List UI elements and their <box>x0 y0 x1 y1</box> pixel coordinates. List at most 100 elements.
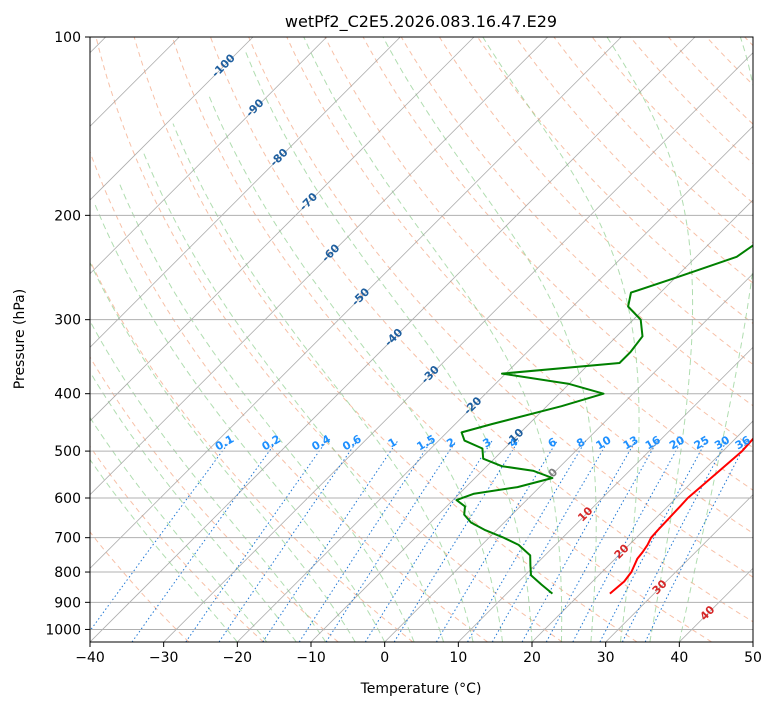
mixing-ratio-line <box>90 440 231 632</box>
dry-adiabat-line <box>668 37 753 125</box>
mixing-ratio-line <box>364 440 493 642</box>
mixing-ratio-line <box>325 440 457 642</box>
isotherm-line <box>90 37 475 422</box>
x-tick-label: 50 <box>744 650 762 666</box>
y-tick-label: 700 <box>54 531 81 547</box>
temperature-profile-line <box>609 437 753 595</box>
mixing-ratio-line <box>131 440 278 642</box>
mixing-ratio-label: 0.6 <box>340 432 364 453</box>
dry-adiabat-line <box>210 37 753 623</box>
mixing-ratio-line <box>621 440 728 642</box>
isotherm-label: -20 <box>461 394 484 417</box>
mixing-ratio-line <box>491 440 609 642</box>
moist-adiabat-line <box>303 37 563 642</box>
dry-adiabat-line <box>400 37 753 407</box>
isotherm-line <box>90 37 327 275</box>
mixing-ratio-label: 0.1 <box>213 432 236 453</box>
isotherm-label: -30 <box>419 363 442 386</box>
mixing-ratio-label: 0.4 <box>310 432 334 453</box>
mixing-ratio-label: 1.5 <box>414 432 437 453</box>
x-tick-label: 40 <box>670 650 688 666</box>
mixing-ratio-line <box>599 440 707 642</box>
dry-adiabat-line <box>95 37 563 642</box>
isotherm-line <box>384 273 753 642</box>
moist-adiabat-line <box>244 49 533 642</box>
isotherm-label: -70 <box>297 190 320 213</box>
y-tick-label: 200 <box>54 208 81 224</box>
dry-adiabat-line <box>90 259 414 642</box>
isotherm-line <box>90 37 254 201</box>
isotherm-label: -40 <box>382 326 405 349</box>
isotherm-line <box>237 125 753 642</box>
background-lines <box>90 37 753 642</box>
mixing-ratio-label: 13 <box>621 433 641 452</box>
x-tick-label: 20 <box>523 650 541 666</box>
mixing-ratio-line <box>435 440 558 642</box>
dry-adiabat-line <box>90 531 190 642</box>
moist-adiabat-line <box>207 94 503 642</box>
pressure-grid <box>90 37 753 630</box>
moist-adiabat-line <box>93 201 386 642</box>
mixing-ratio-line <box>521 440 637 642</box>
mixing-ratio-line <box>393 440 520 642</box>
dry-adiabat-line <box>90 356 339 642</box>
y-tick-label: 400 <box>54 387 81 403</box>
isotherm-label: -90 <box>243 96 266 119</box>
y-tick-label: 600 <box>54 491 81 507</box>
dewpoint-profile-line <box>455 244 753 595</box>
isotherm-line <box>90 37 548 496</box>
moist-adiabat-line <box>90 416 268 642</box>
mixing-ratio-label: 1 <box>386 435 399 450</box>
moist-adiabat-line <box>382 37 597 642</box>
mixing-ratio-label: 2 <box>444 435 457 450</box>
moist-adiabat-line <box>90 320 327 642</box>
mixing-ratio-line <box>185 440 328 642</box>
x-tick-label: −30 <box>149 650 179 666</box>
mixing-ratio-line <box>298 440 432 642</box>
isotherm-label: -50 <box>349 285 372 308</box>
isotherm-label: -10 <box>503 426 526 449</box>
moist-adiabat-line <box>90 370 297 642</box>
mixing-ratio-line <box>644 440 748 642</box>
isotherm-label: -80 <box>267 146 290 169</box>
chart-title: wetPf2_C2E5.2026.083.16.47.E29 <box>285 12 557 32</box>
isotherm-line <box>163 52 753 642</box>
dry-adiabat-line <box>553 37 753 244</box>
isotherm-line <box>90 37 696 642</box>
y-tick-label: 900 <box>54 595 81 611</box>
x-tick-label: 10 <box>449 650 467 666</box>
y-tick-label: 500 <box>54 444 81 460</box>
isotherm-line <box>310 199 753 642</box>
mixing-ratio-label: 20 <box>667 433 687 452</box>
isotherm-line <box>90 37 401 348</box>
dry-adiabat-line <box>706 37 753 86</box>
isotherm-label: 30 <box>650 577 670 597</box>
plot-frame <box>89 36 754 643</box>
x-axis-label: Temperature (°C) <box>360 681 482 697</box>
mixing-ratio-label: 16 <box>643 433 663 452</box>
x-tick-label: −40 <box>75 650 105 666</box>
y-axis-label: Pressure (hPa) <box>12 289 28 389</box>
mixing-ratio-line <box>218 440 358 642</box>
y-tick-label: 100 <box>54 30 81 46</box>
moist-adiabat-line <box>606 37 694 642</box>
dry-adiabat-line <box>744 37 753 47</box>
isotherm-line <box>752 641 753 642</box>
isotherm-line <box>605 494 753 642</box>
moist-adiabat-line <box>678 37 753 642</box>
x-tick-label: −10 <box>296 650 326 666</box>
x-tick-label: 0 <box>380 650 389 666</box>
moist-adiabat-line <box>90 261 356 642</box>
mixing-ratio-label: 8 <box>574 435 587 450</box>
mixing-ratio-label: 10 <box>594 433 614 452</box>
mixing-ratio-label: 0.2 <box>260 432 283 453</box>
isotherm-label: -100 <box>209 51 238 80</box>
isotherm-line <box>90 37 622 569</box>
y-tick-label: 300 <box>54 313 81 329</box>
isotherm-line <box>531 420 753 642</box>
x-axis-ticks: −40 −30 −20 −10 0 10 20 30 40 50 <box>75 642 762 666</box>
y-axis-ticks: 100 200 300 400 500 600 700 800 900 1000 <box>45 30 90 638</box>
mixing-ratio-label: 6 <box>546 435 559 450</box>
dry-adiabat-line <box>438 37 753 366</box>
